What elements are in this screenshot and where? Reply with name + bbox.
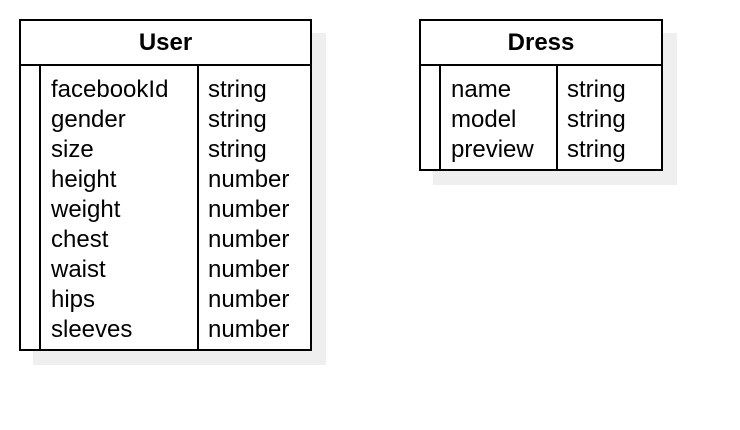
entity-title: Dress	[421, 21, 661, 66]
entity-box: Dress name model preview string string s…	[419, 19, 663, 171]
field-name: preview	[451, 136, 534, 163]
field-name: waist	[51, 256, 106, 283]
field-type: string	[567, 76, 626, 103]
column-divider	[197, 66, 199, 349]
key-column	[21, 66, 41, 349]
field-names: facebookId gender size height weight che…	[51, 75, 168, 345]
field-type: string	[567, 106, 626, 133]
field-name: height	[51, 166, 117, 193]
field-name: sleeves	[51, 316, 133, 343]
field-name: facebookId	[51, 76, 169, 103]
field-type: string	[208, 76, 267, 103]
entity-title: User	[21, 21, 310, 66]
field-name: name	[451, 76, 512, 103]
field-type: string	[208, 106, 267, 133]
field-type: number	[208, 226, 290, 253]
field-type: string	[567, 136, 626, 163]
entity-user: User facebookId gender size height weigh…	[19, 19, 326, 365]
field-type: string	[208, 136, 267, 163]
key-column	[421, 66, 441, 169]
field-name: gender	[51, 106, 126, 133]
field-type: number	[208, 286, 290, 313]
field-types: string string string	[567, 75, 626, 165]
field-name: hips	[51, 286, 96, 313]
entity-dress: Dress name model preview string string s…	[419, 19, 677, 185]
field-type: number	[208, 196, 290, 223]
field-type: number	[208, 256, 290, 283]
field-name: size	[51, 136, 94, 163]
field-types: string string string number number numbe…	[208, 75, 289, 345]
field-name: model	[451, 106, 517, 133]
field-names: name model preview	[451, 75, 534, 165]
field-name: chest	[51, 226, 109, 253]
field-name: weight	[51, 196, 121, 223]
entity-box: User facebookId gender size height weigh…	[19, 19, 312, 351]
field-type: number	[208, 166, 290, 193]
field-type: number	[208, 316, 290, 343]
column-divider	[556, 66, 558, 169]
